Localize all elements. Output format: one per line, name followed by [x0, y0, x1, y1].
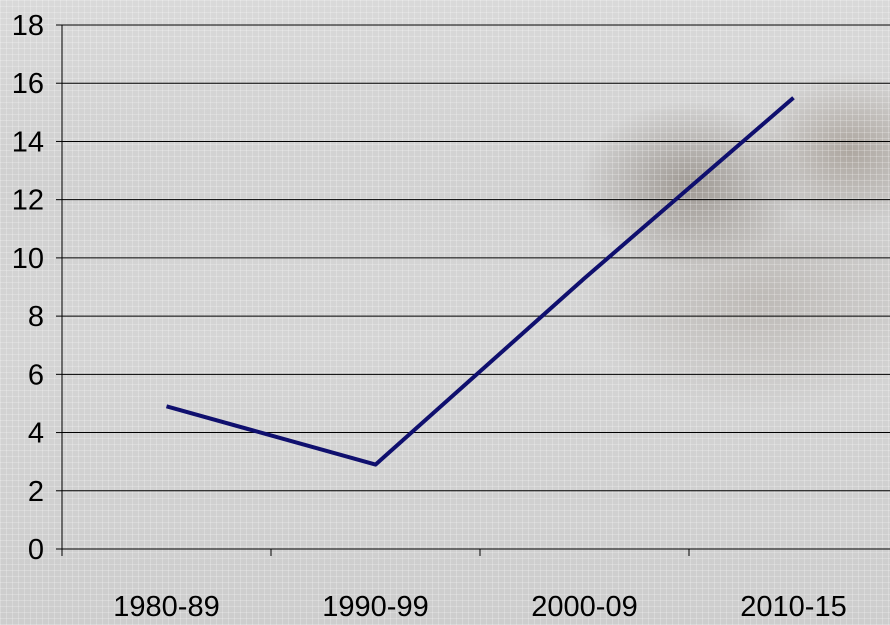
axes [56, 24, 890, 556]
y-tick-label: 14 [12, 126, 44, 158]
y-tick-label: 8 [28, 301, 44, 333]
x-tick-labels: 1980-89 1990-99 2000-09 2010-15 [113, 591, 846, 623]
series-line [165, 96, 795, 467]
y-tick-label: 12 [12, 185, 44, 217]
series-group [165, 96, 795, 467]
y-tick-label: 6 [28, 359, 44, 391]
y-tick-label: 2 [28, 476, 44, 508]
x-tick-label: 2000-09 [531, 591, 637, 623]
y-tick-labels: 0 2 4 6 8 10 12 14 16 18 [12, 10, 44, 566]
y-tick-label: 4 [28, 418, 44, 450]
y-tick-label: 10 [12, 243, 44, 275]
x-tick-label: 2010-15 [740, 591, 846, 623]
y-tick-label: 16 [12, 68, 44, 100]
y-tick-label: 18 [12, 10, 44, 42]
y-tick-label: 0 [28, 534, 44, 566]
x-tick-label: 1980-89 [113, 591, 219, 623]
gridlines [62, 24, 890, 492]
x-tick-label: 1990-99 [322, 591, 428, 623]
